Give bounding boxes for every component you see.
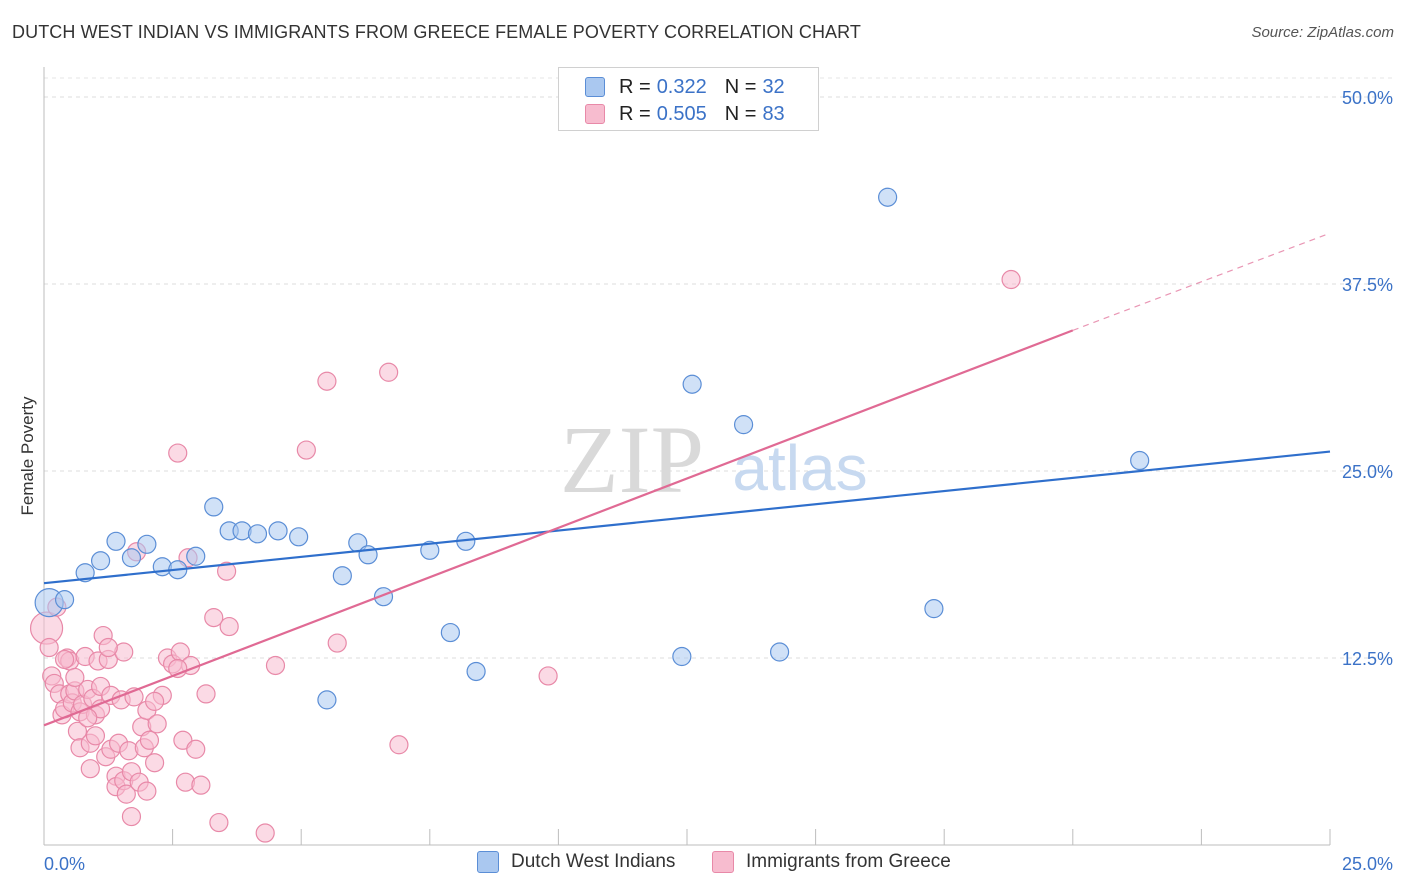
legend-row-immigrants-from-greece: R = 0.505 N = 83: [585, 102, 785, 126]
watermark-atlas: atlas: [732, 432, 867, 504]
immigrants-from-greece-points: [29, 269, 1021, 843]
trend-line-dutch-west-indians: [43, 450, 1331, 585]
chart-title: DUTCH WEST INDIAN VS IMMIGRANTS FROM GRE…: [12, 22, 862, 42]
y-tick-label: 25.0%: [1342, 462, 1393, 482]
watermark: ZIP atlas: [560, 406, 868, 513]
trend-line-extension-immigrants-from-greece: [1072, 232, 1331, 331]
legend-n-label: N =: [724, 75, 757, 98]
data-point-immigrants-from-greece: [317, 371, 337, 391]
data-point-dutch-west-indians: [420, 540, 440, 560]
data-point-dutch-west-indians: [90, 551, 111, 571]
data-point-immigrants-from-greece: [186, 739, 206, 759]
axes: [43, 67, 1331, 846]
series-legend: Dutch West Indians Immigrants from Greec…: [0, 851, 1406, 877]
watermark-zip: ZIP: [560, 406, 704, 513]
trend-line-immigrants-from-greece: [43, 329, 1074, 727]
data-point-dutch-west-indians: [682, 374, 702, 394]
legend-row-dutch-west-indians: R = 0.322 N = 32: [585, 75, 785, 99]
data-point-immigrants-from-greece: [191, 775, 211, 795]
data-point-dutch-west-indians: [440, 622, 460, 643]
x-tick-label-min: 0.0%: [44, 854, 85, 874]
data-point-dutch-west-indians: [924, 599, 944, 619]
data-point-dutch-west-indians: [733, 415, 754, 435]
data-point-immigrants-from-greece: [98, 637, 118, 658]
data-point-dutch-west-indians: [121, 548, 142, 568]
data-point-dutch-west-indians: [75, 563, 95, 583]
data-point-dutch-west-indians: [152, 557, 172, 577]
y-tick-label: 37.5%: [1342, 275, 1393, 295]
legend-r-value: 0.322: [656, 75, 707, 98]
data-point-dutch-west-indians: [878, 187, 898, 207]
data-point-immigrants-from-greece: [296, 440, 316, 460]
y-axis-label: Female Poverty: [18, 396, 37, 516]
data-point-dutch-west-indians: [204, 497, 224, 517]
data-point-immigrants-from-greece: [255, 823, 275, 843]
data-point-dutch-west-indians: [232, 521, 252, 541]
data-point-immigrants-from-greece: [265, 655, 286, 676]
data-point-immigrants-from-greece: [209, 812, 229, 833]
legend-item-immigrants-from-greece[interactable]: Immigrants from Greece: [712, 851, 951, 873]
data-point-immigrants-from-greece: [139, 730, 160, 750]
legend-label-immigrants-from-greece: Immigrants from Greece: [746, 851, 951, 872]
data-point-dutch-west-indians: [1130, 450, 1150, 471]
data-point-immigrants-from-greece: [204, 608, 224, 628]
legend-item-dutch-west-indians[interactable]: Dutch West Indians: [477, 851, 675, 873]
data-point-immigrants-from-greece: [196, 684, 216, 704]
data-point-immigrants-from-greece: [389, 735, 409, 755]
data-point-immigrants-from-greece: [39, 637, 59, 658]
trend-lines: [43, 232, 1331, 727]
data-point-dutch-west-indians: [466, 661, 486, 682]
data-point-dutch-west-indians: [137, 534, 157, 554]
data-point-immigrants-from-greece: [538, 666, 558, 686]
y-tick-label: 50.0%: [1342, 88, 1393, 108]
data-point-immigrants-from-greece: [65, 667, 85, 688]
legend-r-label: R =: [619, 102, 651, 125]
data-point-immigrants-from-greece: [80, 759, 100, 779]
data-point-immigrants-from-greece: [147, 714, 167, 734]
legend-n-value: 32: [762, 75, 785, 98]
legend-r-value: 0.505: [656, 102, 707, 125]
data-point-immigrants-from-greece: [1001, 269, 1021, 290]
data-point-dutch-west-indians: [672, 646, 692, 667]
data-point-immigrants-from-greece: [121, 806, 142, 827]
source-label: Source: ZipAtlas.com: [1251, 24, 1394, 41]
data-point-dutch-west-indians: [317, 690, 337, 710]
legend-swatch-pink: [712, 851, 734, 873]
data-point-immigrants-from-greece: [217, 561, 237, 581]
data-point-immigrants-from-greece: [85, 726, 106, 746]
grid-lines: [44, 77, 1392, 659]
legend-swatch-blue: [585, 77, 605, 97]
data-point-immigrants-from-greece: [327, 633, 347, 653]
data-point-immigrants-from-greece: [137, 781, 157, 801]
data-point-immigrants-from-greece: [144, 753, 165, 773]
data-point-immigrants-from-greece: [168, 443, 188, 463]
legend-swatch-blue: [477, 851, 499, 873]
data-point-dutch-west-indians: [289, 527, 309, 547]
legend-label-dutch-west-indians: Dutch West Indians: [511, 851, 676, 872]
y-tick-label: 12.5%: [1342, 649, 1393, 669]
x-tick-label-max: 25.0%: [1342, 854, 1393, 874]
data-point-dutch-west-indians: [186, 546, 206, 566]
data-point-immigrants-from-greece: [379, 362, 399, 382]
data-point-immigrants-from-greece: [175, 772, 196, 792]
data-point-dutch-west-indians: [247, 524, 268, 544]
data-point-immigrants-from-greece: [54, 649, 75, 670]
data-point-dutch-west-indians: [769, 642, 790, 662]
legend-swatch-pink: [585, 104, 605, 124]
tick-labels: 12.5% 25.0% 37.5% 50.0% 0.0% 25.0%: [44, 88, 1393, 874]
data-point-immigrants-from-greece: [116, 784, 136, 804]
data-point-immigrants-from-greece: [144, 691, 165, 711]
data-point-immigrants-from-greece: [219, 616, 239, 637]
legend-n-label: N =: [724, 102, 757, 125]
legend-n-value: 83: [762, 102, 785, 125]
data-point-dutch-west-indians: [106, 531, 126, 551]
data-point-immigrants-from-greece: [119, 741, 139, 761]
data-point-dutch-west-indians: [332, 566, 352, 586]
legend-r-label: R =: [619, 75, 651, 98]
data-point-dutch-west-indians: [54, 590, 75, 610]
data-point-dutch-west-indians: [268, 521, 288, 541]
correlation-legend: R = 0.322 N = 32 R = 0.505 N = 83: [558, 67, 819, 131]
